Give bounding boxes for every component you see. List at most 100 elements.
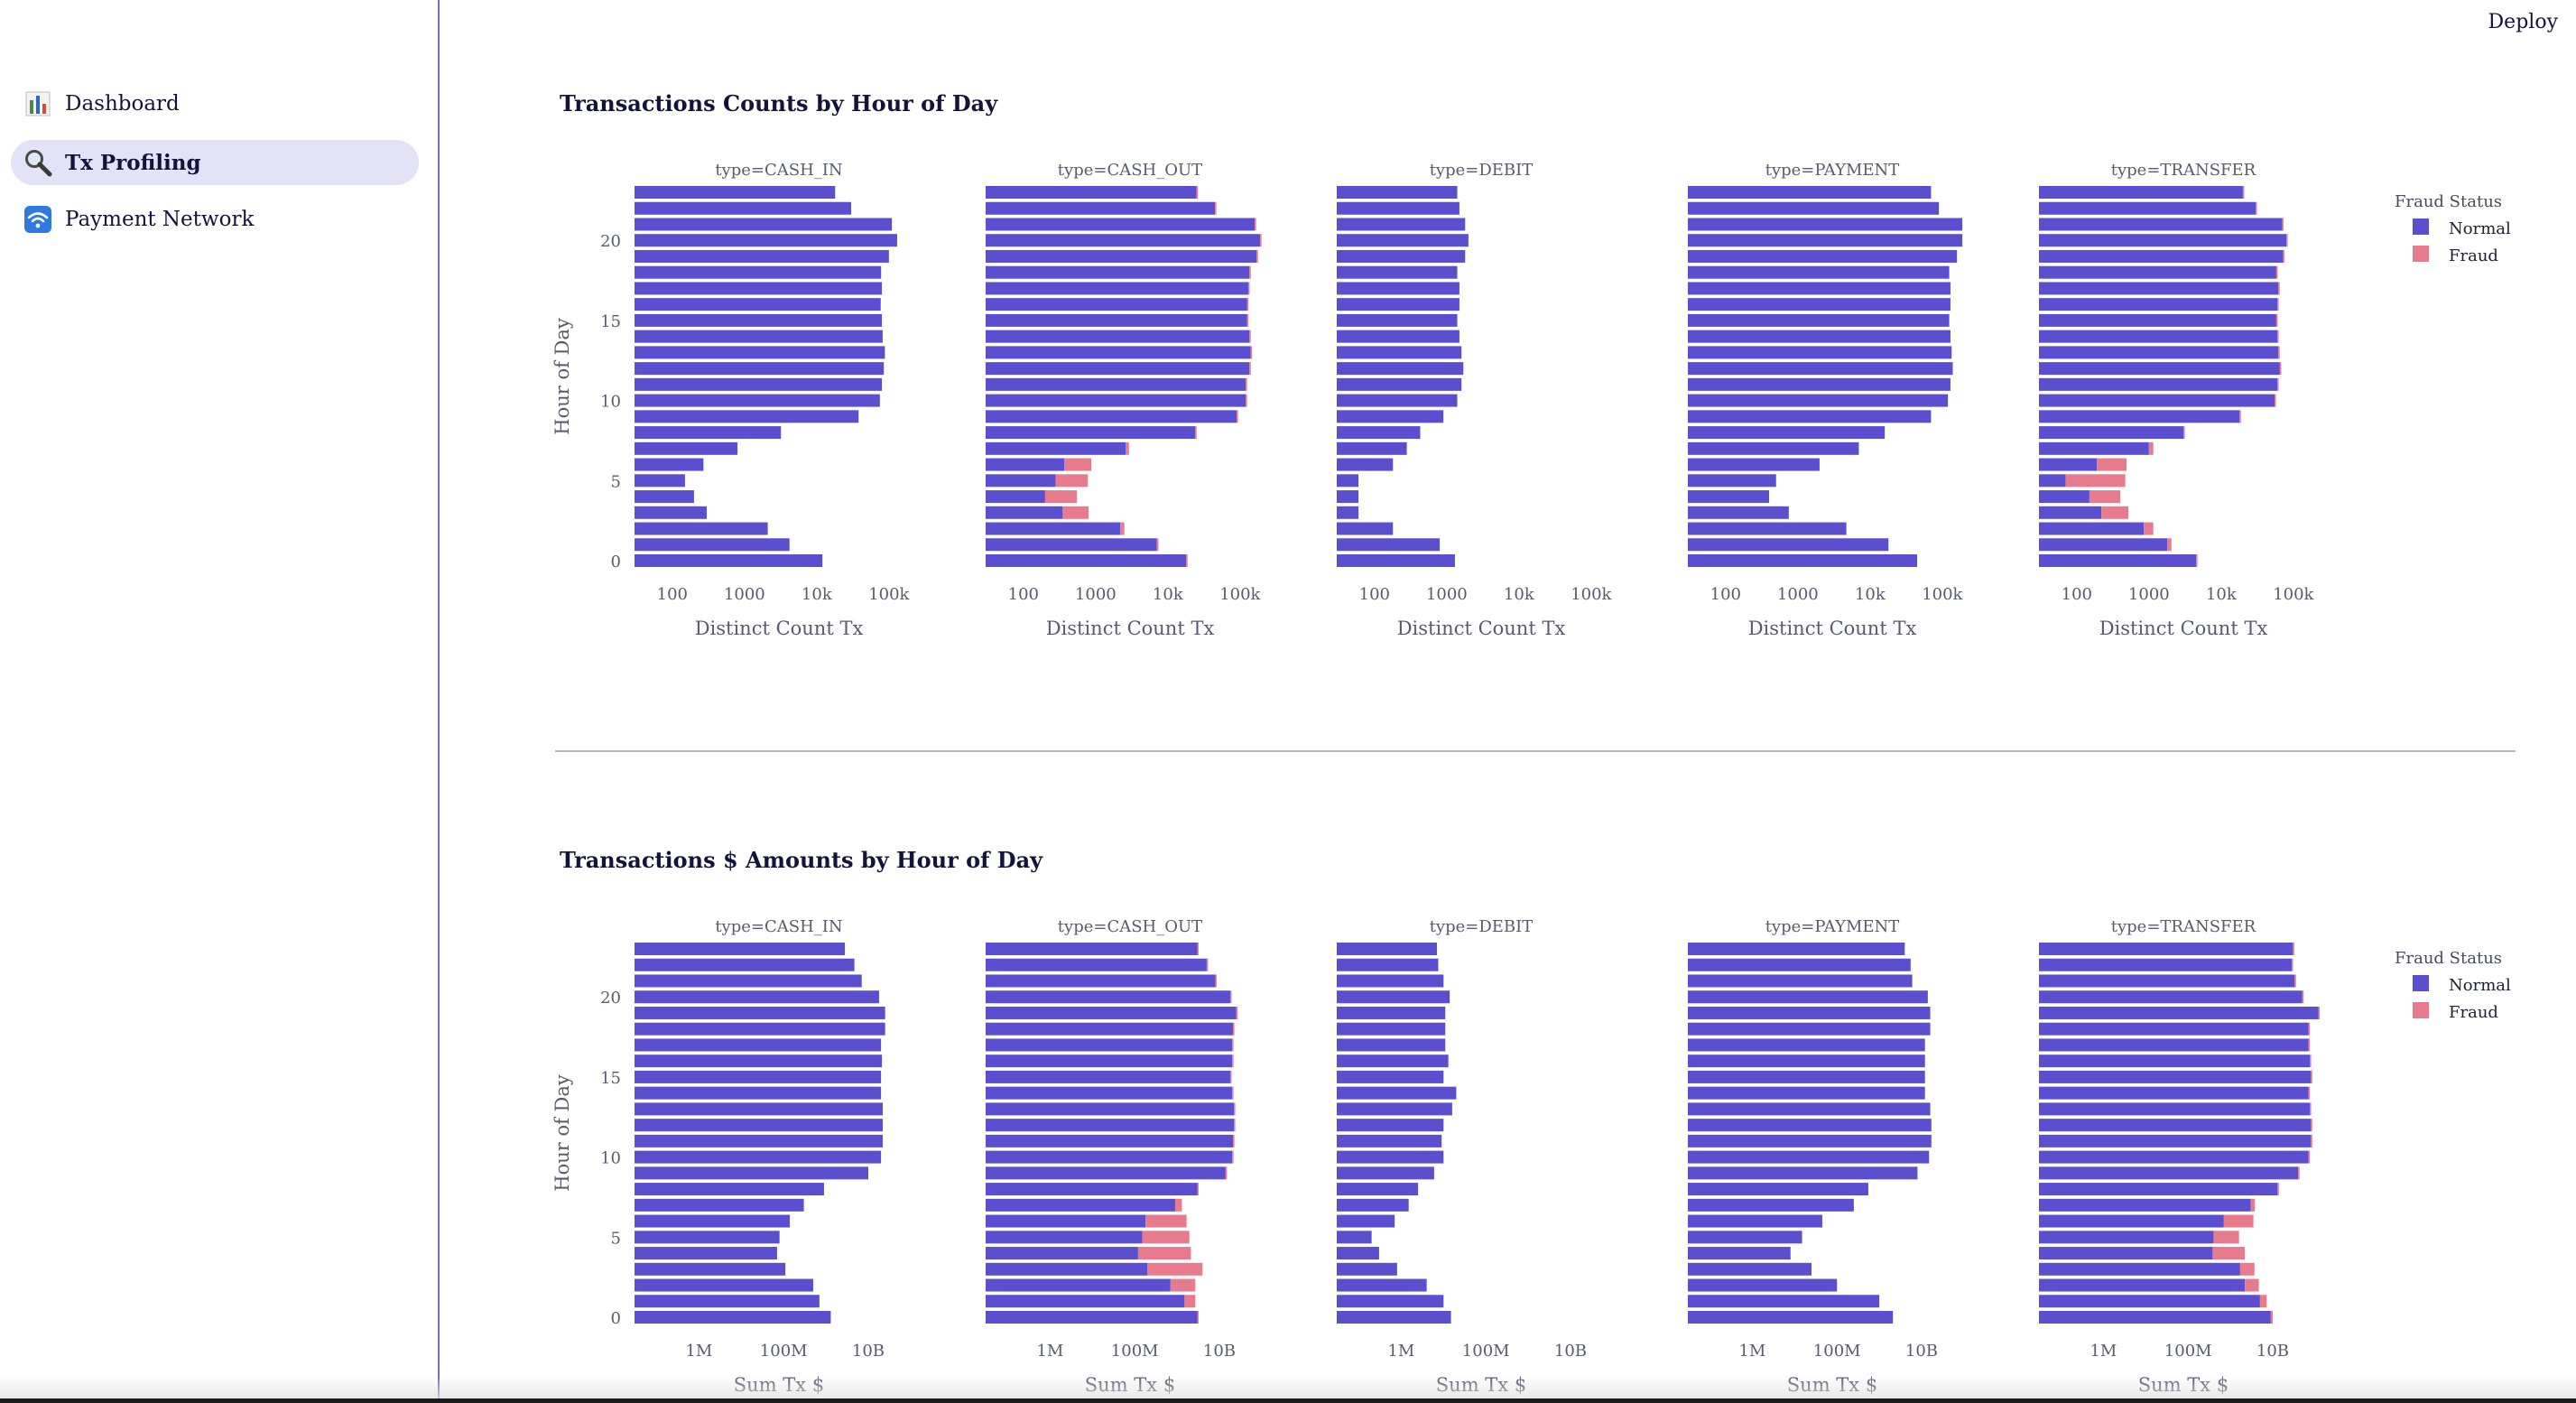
bar-normal (1337, 490, 1359, 504)
facet-title: type=CASH_IN (715, 917, 842, 936)
x-tick-label: 10B (1905, 1342, 1938, 1361)
bar-normal (986, 1022, 1234, 1036)
bar-normal (1337, 1070, 1444, 1083)
deploy-button[interactable]: Deploy (2483, 7, 2563, 37)
bar-normal (635, 538, 790, 552)
bar-normal (986, 201, 1216, 215)
bar-normal (2039, 458, 2098, 471)
sidebar-item-dashboard[interactable]: Dashboard (11, 81, 419, 126)
bar-normal (2039, 426, 2183, 440)
bar-normal (2039, 201, 2256, 215)
bar-normal (2039, 522, 2145, 535)
bar-normal (986, 249, 1257, 263)
bar-normal (986, 554, 1187, 567)
bar-fraud (1232, 1086, 1234, 1100)
bar-normal (1688, 990, 1928, 1004)
x-axis-label: Distinct Count Tx (1748, 618, 1917, 639)
y-tick-label: 10 (600, 1149, 621, 1168)
window-bottom-bar (0, 1398, 2576, 1403)
bar-fraud (2277, 298, 2279, 311)
bar-fraud (1229, 1070, 1232, 1083)
bar-fraud (2278, 282, 2280, 295)
bar-fraud (1256, 249, 1258, 263)
bar-normal (1337, 234, 1469, 247)
bar-fraud (2277, 330, 2279, 343)
bar-fraud (2302, 990, 2304, 1004)
bar-normal (635, 1183, 824, 1196)
sidebar-item-tx-profiling[interactable]: Tx Profiling (11, 140, 419, 185)
bar-normal (635, 218, 893, 231)
x-tick-label: 1000 (1426, 585, 1468, 604)
bar-normal (1337, 1166, 1434, 1180)
bar-normal (986, 1247, 1138, 1260)
y-tick-label: 20 (600, 989, 621, 1008)
facet-title: type=CASH_IN (715, 161, 842, 180)
bar-fraud (1195, 426, 1197, 440)
bar-normal (1337, 186, 1458, 199)
bar-normal (1337, 458, 1394, 471)
bar-fraud (1232, 1038, 1234, 1052)
bar-normal (1337, 1295, 1444, 1308)
bar-normal (986, 506, 1063, 519)
x-tick-label: 100k (1922, 585, 1963, 604)
x-axis-label: Distinct Count Tx (2099, 618, 2268, 639)
bar-fraud (2275, 394, 2276, 407)
facet-title: type=TRANSFER (2111, 917, 2256, 936)
bar-normal (2039, 1150, 2309, 1164)
x-tick-label: 10k (2206, 585, 2238, 604)
bar-fraud (1249, 362, 1251, 376)
bar-normal (1337, 554, 1455, 567)
bar-fraud (2148, 441, 2154, 455)
bar-normal (986, 1102, 1235, 1116)
bar-fraud (2089, 490, 2120, 504)
bar-normal (986, 1166, 1226, 1180)
bar-normal (2039, 1022, 2309, 1036)
counts-chart-title: Transactions Counts by Hour of Day (560, 90, 998, 116)
bar-normal (1337, 362, 1464, 376)
bar-fraud (2294, 974, 2296, 988)
bar-normal (1337, 1231, 1372, 1244)
bar-normal (1688, 249, 1958, 263)
x-tick-label: 10B (1203, 1342, 1236, 1361)
bar-normal (1337, 394, 1458, 407)
bar-normal (1688, 1119, 1932, 1132)
bar-normal (1688, 974, 1913, 988)
bar-normal (635, 506, 707, 519)
bar-fraud (2101, 506, 2129, 519)
facet-panel: type=PAYMENT1M100M10BSum Tx $ (1688, 917, 1938, 1396)
bar-fraud (1147, 1262, 1203, 1276)
bar-normal (1337, 410, 1444, 423)
bar-fraud (2311, 1134, 2312, 1147)
bar-normal (986, 218, 1256, 231)
bar-normal (635, 1214, 791, 1228)
bar-normal (986, 522, 1121, 535)
sidebar-item-payment-network[interactable]: Payment Network (11, 197, 419, 242)
bar-normal (986, 1134, 1234, 1147)
facet-title: type=PAYMENT (1765, 161, 1900, 180)
bar-normal (1688, 1183, 1868, 1196)
bar-normal (986, 265, 1250, 279)
bar-normal (1688, 1086, 1925, 1100)
bar-fraud (1062, 506, 1089, 519)
bar-normal (1337, 1119, 1444, 1132)
bar-normal (1688, 1262, 1812, 1276)
bar-normal (1337, 958, 1439, 971)
sidebar-item-label: Dashboard (65, 92, 180, 116)
bar-normal (2039, 1247, 2213, 1260)
bar-normal (986, 1231, 1143, 1244)
bar-normal (2039, 974, 2295, 988)
bar-fraud (1234, 1102, 1236, 1116)
bar-normal (1688, 1038, 1925, 1052)
bar-normal (635, 943, 846, 955)
bar-normal (1337, 249, 1466, 263)
bar-normal (1688, 943, 1905, 955)
x-tick-label: 10k (802, 585, 833, 604)
bar-fraud (1156, 538, 1159, 552)
bar-normal (2039, 1055, 2311, 1068)
bar-normal (986, 943, 1198, 955)
bar-normal (635, 1070, 882, 1083)
bar-fraud (1233, 1134, 1235, 1147)
bar-normal (635, 1022, 885, 1036)
bar-normal (1688, 1150, 1930, 1164)
